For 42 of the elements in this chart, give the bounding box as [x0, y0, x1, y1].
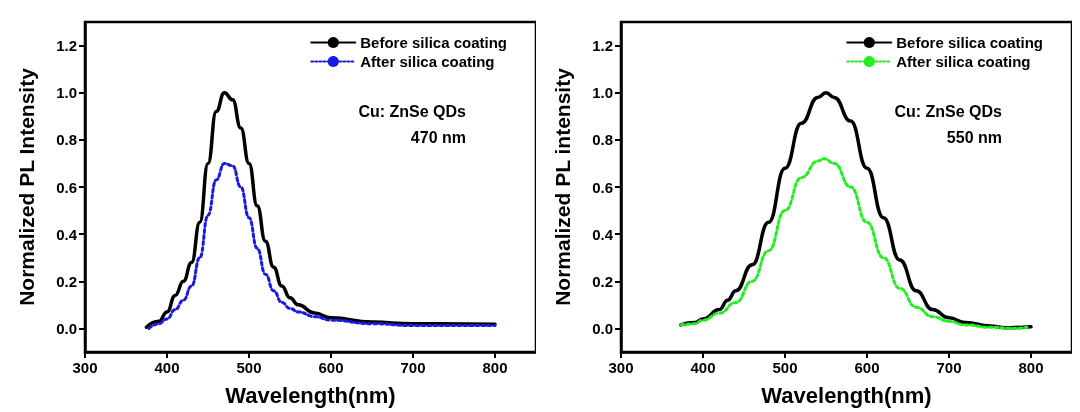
- y-tick-label: 1.0: [56, 84, 77, 102]
- x-tick-label: 400: [154, 359, 180, 376]
- annotation: Cu: ZnSe QDs: [358, 102, 467, 120]
- y-tick-label: 1.0: [592, 84, 613, 102]
- x-tick-label: 500: [236, 359, 262, 376]
- y-axis-title: Normalized PL Intensity: [15, 67, 38, 306]
- legend-label: After silica coating: [896, 53, 1031, 70]
- y-tick-label: 0.6: [592, 178, 613, 196]
- x-axis-title: Wavelength(nm): [225, 382, 396, 408]
- x-tick-label: 700: [400, 359, 426, 376]
- y-axis-title: Normalized PL intensity: [551, 67, 574, 306]
- x-tick-label: 600: [318, 359, 344, 376]
- y-tick-label: 0.8: [56, 131, 77, 149]
- legend-label: Before silica coating: [360, 34, 508, 51]
- x-tick-label: 500: [772, 359, 798, 376]
- y-tick-label: 1.2: [592, 37, 613, 55]
- y-tick-label: 0.0: [56, 319, 77, 337]
- y-tick-label: 0.6: [56, 178, 77, 196]
- x-tick-label: 300: [72, 359, 98, 376]
- x-axis-title: Wavelength(nm): [761, 382, 932, 408]
- annotation: 470 nm: [410, 128, 466, 146]
- x-tick-label: 300: [608, 359, 634, 376]
- x-tick-label: 700: [936, 359, 962, 376]
- legend-label: After silica coating: [360, 53, 495, 70]
- y-tick-label: 0.4: [592, 225, 614, 243]
- y-tick-label: 0.2: [592, 272, 613, 290]
- annotation: Cu: ZnSe QDs: [894, 102, 1003, 120]
- x-tick-label: 400: [690, 359, 716, 376]
- x-tick-label: 800: [1018, 359, 1044, 376]
- line-series: [679, 90, 1033, 330]
- line-series: [679, 157, 1029, 330]
- legend-label: Before silica coating: [896, 34, 1044, 51]
- y-tick-label: 0.2: [56, 272, 77, 290]
- line-series: [147, 161, 497, 330]
- x-tick-label: 800: [482, 359, 508, 376]
- y-tick-label: 1.2: [56, 37, 77, 55]
- y-tick-label: 0.4: [56, 225, 78, 243]
- x-tick-label: 600: [854, 359, 880, 376]
- y-tick-label: 0.0: [592, 319, 613, 337]
- line-series: [144, 90, 497, 329]
- annotation: 550 nm: [946, 128, 1002, 146]
- y-tick-label: 0.8: [592, 131, 613, 149]
